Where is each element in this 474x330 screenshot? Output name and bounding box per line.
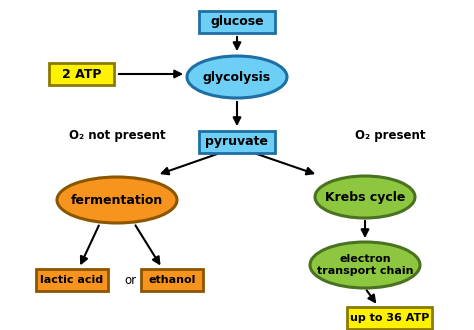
FancyBboxPatch shape bbox=[141, 269, 203, 291]
Text: glucose: glucose bbox=[210, 16, 264, 28]
Text: glycolysis: glycolysis bbox=[203, 71, 271, 83]
FancyBboxPatch shape bbox=[199, 11, 275, 33]
Ellipse shape bbox=[187, 56, 287, 98]
Text: Krebs cycle: Krebs cycle bbox=[325, 190, 405, 204]
Text: lactic acid: lactic acid bbox=[40, 275, 103, 285]
Text: O₂ present: O₂ present bbox=[355, 128, 425, 142]
Text: up to 36 ATP: up to 36 ATP bbox=[350, 313, 430, 323]
FancyBboxPatch shape bbox=[49, 63, 115, 85]
Text: O₂ not present: O₂ not present bbox=[69, 128, 165, 142]
Text: ethanol: ethanol bbox=[148, 275, 196, 285]
FancyBboxPatch shape bbox=[36, 269, 108, 291]
Ellipse shape bbox=[310, 242, 420, 288]
Ellipse shape bbox=[57, 177, 177, 223]
FancyBboxPatch shape bbox=[199, 131, 275, 153]
Text: 2 ATP: 2 ATP bbox=[62, 68, 102, 81]
Text: or: or bbox=[124, 274, 136, 286]
FancyBboxPatch shape bbox=[347, 307, 432, 329]
Text: pyruvate: pyruvate bbox=[206, 136, 268, 148]
Ellipse shape bbox=[315, 176, 415, 218]
Text: electron
transport chain: electron transport chain bbox=[317, 254, 413, 276]
Text: fermentation: fermentation bbox=[71, 193, 163, 207]
